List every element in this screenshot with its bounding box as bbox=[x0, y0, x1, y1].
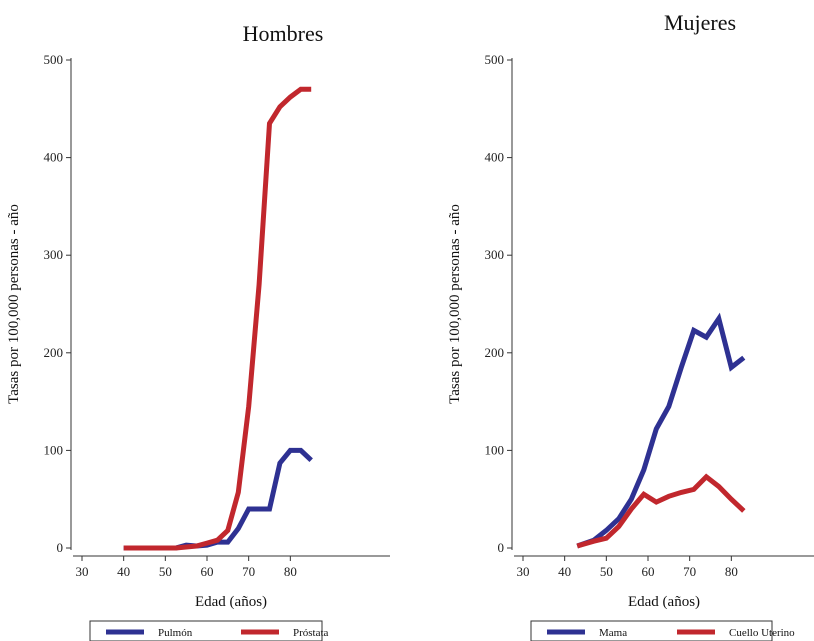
y-axis-label: Tasas por 100,000 personas - año bbox=[6, 204, 22, 404]
x-tick-label: 50 bbox=[159, 564, 172, 579]
x-tick-label: 30 bbox=[517, 564, 530, 579]
series-line-próstata bbox=[123, 86, 312, 551]
legend-label: Mama bbox=[599, 627, 627, 639]
y-tick-label: 300 bbox=[485, 247, 505, 262]
y-tick-label: 0 bbox=[498, 540, 505, 555]
series-line-pulmón bbox=[123, 447, 313, 551]
y-tick-label: 300 bbox=[44, 247, 64, 262]
x-tick-label: 30 bbox=[76, 564, 89, 579]
chart-title: Mujeres bbox=[664, 10, 736, 35]
x-tick-label: 70 bbox=[242, 564, 255, 579]
legend-label: Pulmón bbox=[158, 627, 193, 639]
y-tick-label: 400 bbox=[44, 150, 64, 165]
y-tick-label: 500 bbox=[485, 52, 505, 67]
x-tick-label: 70 bbox=[683, 564, 696, 579]
panel-hombres: Hombres 0 100 200 300 400 500 30 40 50 60 70 80 Edad … bbox=[6, 21, 390, 641]
x-tick-label: 40 bbox=[117, 564, 130, 579]
x-axis-label: Edad (años) bbox=[628, 594, 700, 610]
legend-box bbox=[530, 620, 773, 641]
x-tick-label: 80 bbox=[284, 564, 297, 579]
series-line-cuello-uterino bbox=[576, 473, 746, 549]
x-tick-label: 60 bbox=[642, 564, 655, 579]
y-tick-label: 100 bbox=[485, 442, 505, 457]
chart-title: Hombres bbox=[243, 21, 324, 46]
legend-label: Cuello Uterino bbox=[729, 627, 795, 639]
legend-label: Próstata bbox=[293, 627, 329, 639]
y-tick-label: 200 bbox=[485, 345, 505, 360]
y-tick-label: 500 bbox=[44, 52, 64, 67]
x-tick-label: 40 bbox=[558, 564, 571, 579]
series-line-mama bbox=[576, 312, 746, 549]
x-tick-label: 80 bbox=[725, 564, 738, 579]
y-tick-label: 0 bbox=[57, 540, 64, 555]
y-axis-label: Tasas por 100,000 personas - año bbox=[447, 204, 463, 404]
x-axis-label: Edad (años) bbox=[195, 594, 267, 610]
y-tick-label: 200 bbox=[44, 345, 64, 360]
y-tick-label: 100 bbox=[44, 442, 64, 457]
legend-box bbox=[89, 620, 323, 641]
x-tick-label: 60 bbox=[201, 564, 214, 579]
x-tick-label: 50 bbox=[600, 564, 613, 579]
panel-mujeres: Mujeres 0 100 200 300 400 500 30 40 50 60 70 80 Edad … bbox=[447, 10, 814, 641]
y-tick-label: 400 bbox=[485, 150, 505, 165]
